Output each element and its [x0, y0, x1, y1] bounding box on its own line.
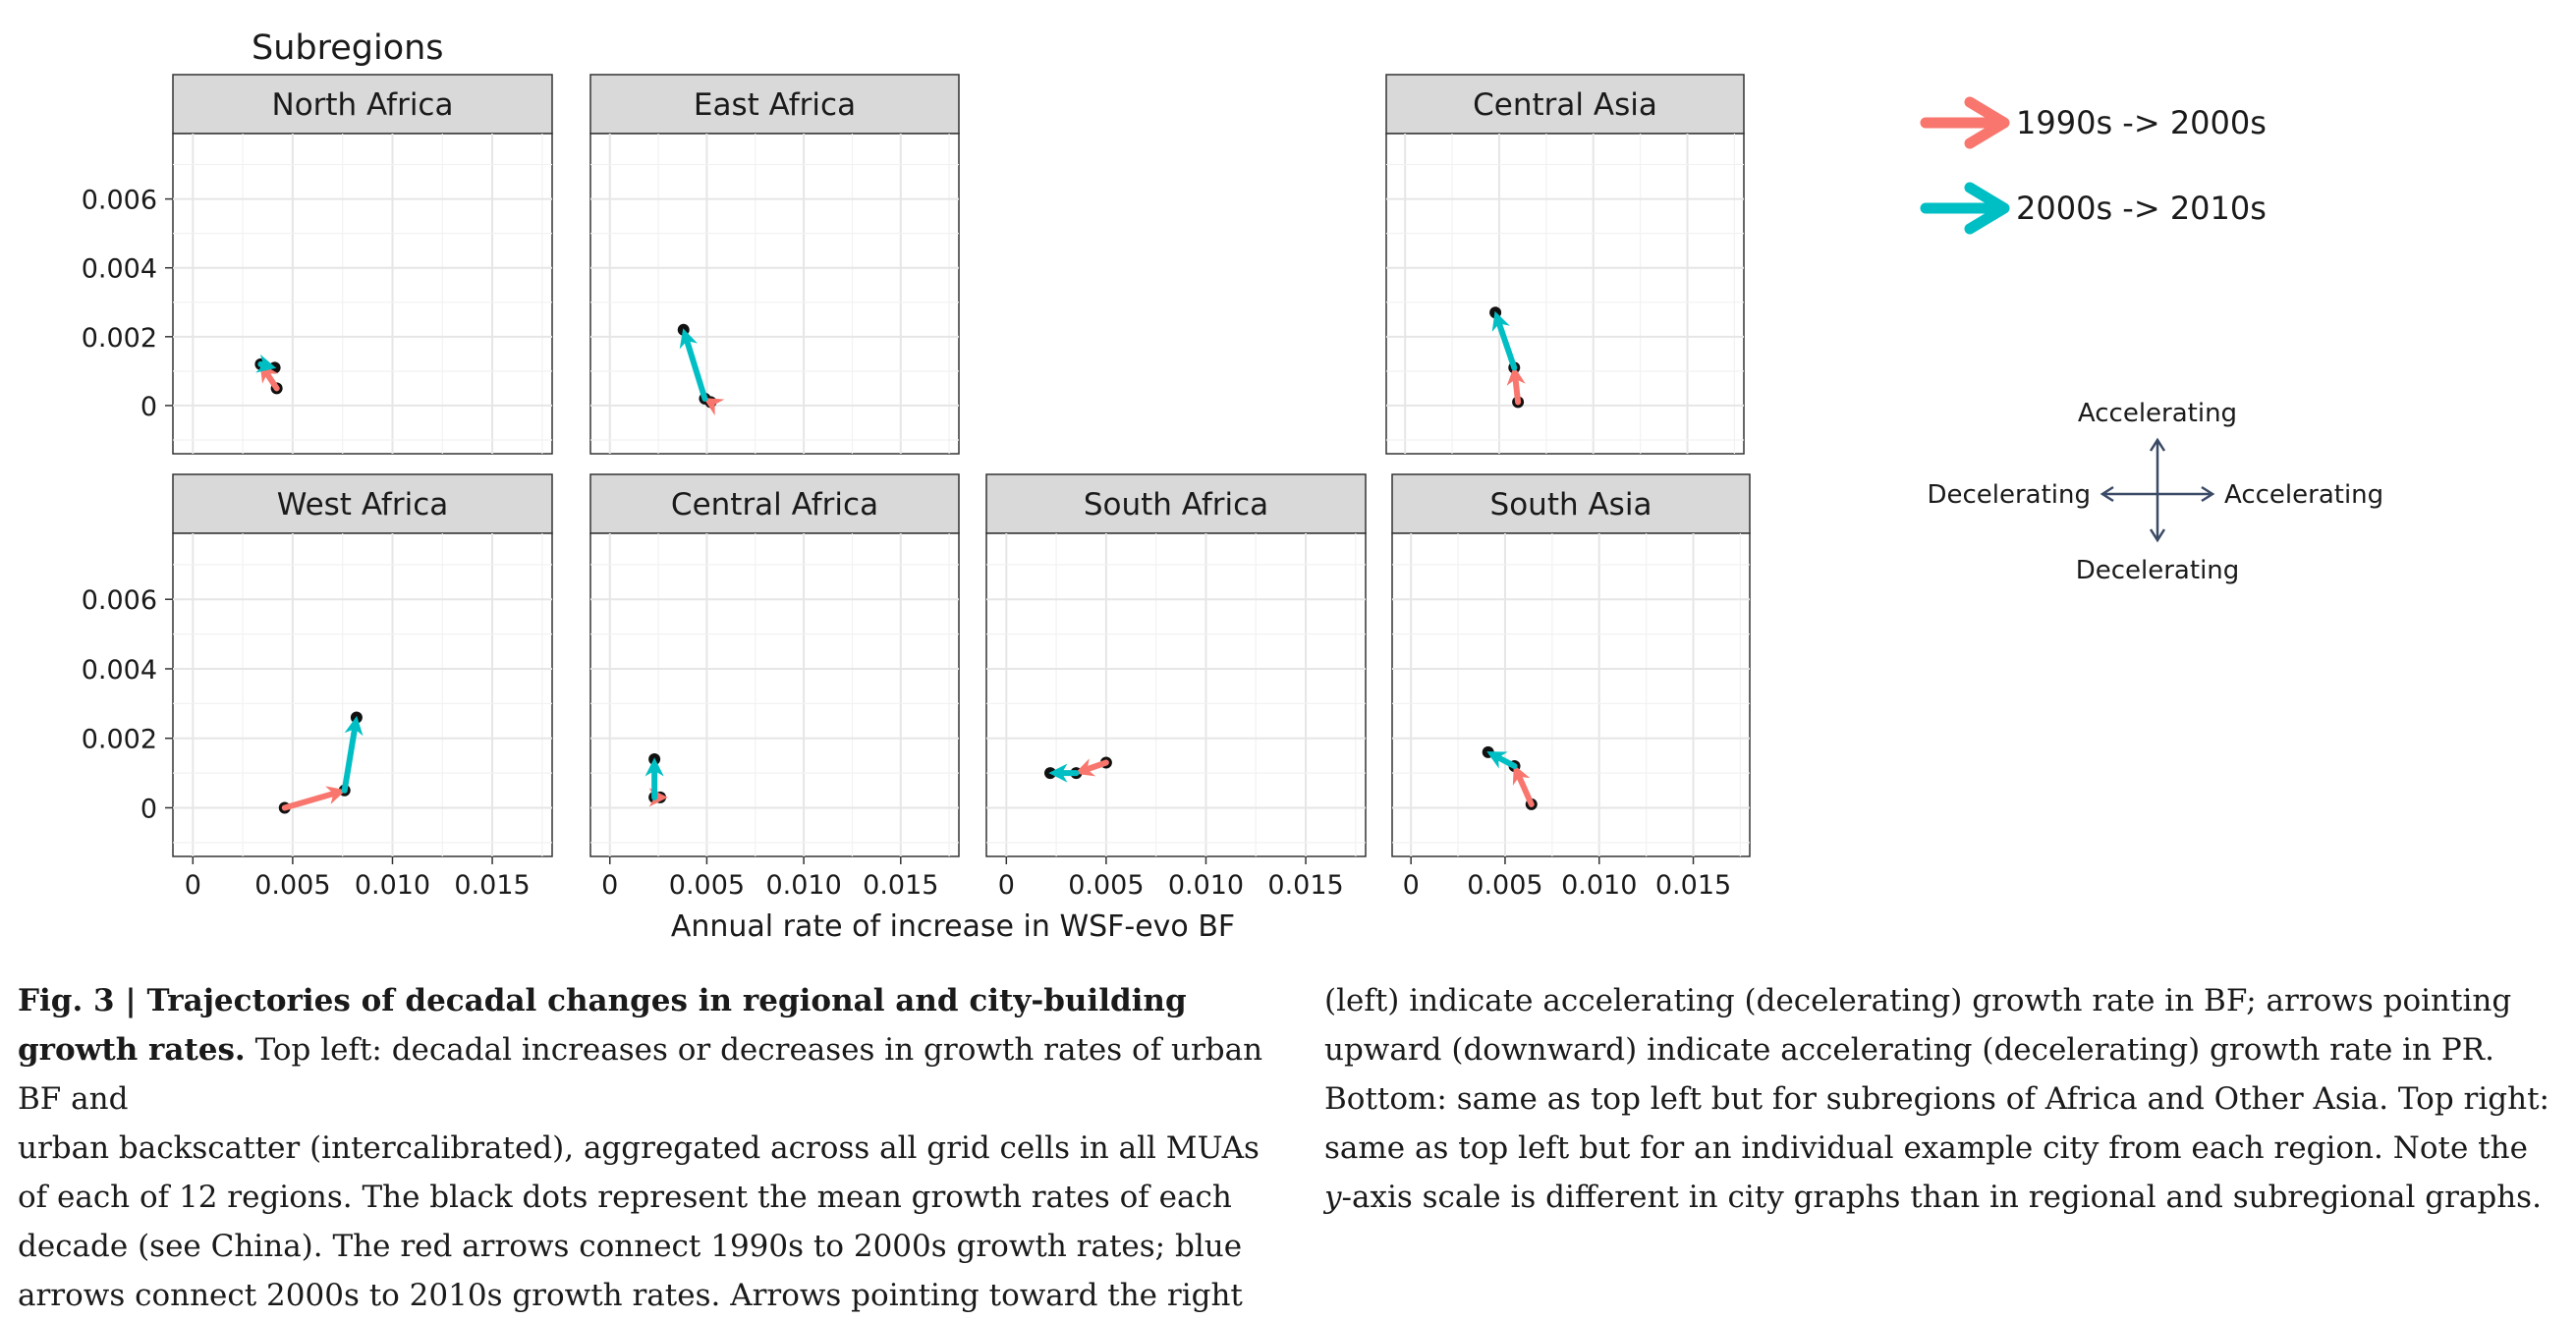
x-tick-label: 0.005: [1068, 870, 1144, 901]
legend-label-1: 1990s -> 2000s: [2016, 104, 2267, 141]
caption-line: of each of 12 regions. The black dots re…: [18, 1173, 1265, 1222]
facet-title: East Africa: [694, 87, 856, 123]
x-tick-label: 0.005: [1467, 870, 1542, 901]
caption-line: Bottom: same as top left but for subregi…: [1324, 1074, 2572, 1124]
facet-title: West Africa: [277, 487, 448, 522]
facet-title: Central Asia: [1473, 87, 1657, 123]
caption-line: urban backscatter (intercalibrated), agg…: [18, 1124, 1265, 1173]
facet-panel: Central Asia: [1386, 75, 1744, 454]
arrow-2000s-2010s: [260, 364, 268, 366]
caption-italic-y: y: [1324, 1180, 1342, 1215]
facet-panel: East Africa: [590, 75, 959, 454]
direction-compass: [2102, 440, 2212, 540]
x-tick-label: 0.010: [355, 870, 430, 901]
x-tick-label: 0.015: [1655, 870, 1731, 901]
facet-panel: North Africa 0 0.002 0.004 0.006: [82, 75, 552, 454]
facet-panel: West Africa 0 0.002 0.004 0.006 0 0.005 0.010 0.…: [82, 474, 552, 901]
x-axis-label: Annual rate of increase in WSF-evo BF: [671, 909, 1235, 943]
facet-title: South Asia: [1490, 487, 1652, 522]
legend: 1990s -> 2000s 2000s -> 2010s: [1926, 102, 2267, 229]
figure-page: Subregions North Africa 0 0.002 0.004 0.006 E…: [0, 0, 2576, 1268]
facet-panel: Central Africa 0 0.005 0.010 0.015: [590, 474, 959, 901]
compass-up-label: Accelerating: [2078, 399, 2237, 428]
caption-left-column: Fig. 3 | Trajectories of decadal changes…: [18, 976, 1265, 1320]
facet-panel: South Asia 0 0.005 0.010 0.015: [1392, 474, 1750, 901]
y-tick-label: 0.002: [82, 725, 157, 755]
y-tick-label: 0.004: [82, 254, 157, 285]
y-tick-label: 0.006: [82, 186, 157, 216]
caption-text: -axis scale is different in city graphs …: [1342, 1180, 2542, 1215]
x-tick-label: 0: [601, 870, 618, 901]
x-tick-label: 0.015: [863, 870, 938, 901]
faceted-scatter-figure: Subregions North Africa 0 0.002 0.004 0.006 E…: [0, 0, 2576, 943]
x-tick-label: 0.010: [1561, 870, 1637, 901]
compass-down-label: Decelerating: [2076, 556, 2240, 585]
y-tick-label: 0: [140, 794, 157, 824]
compass-left-label: Decelerating: [1927, 480, 2091, 510]
y-tick-label: 0.002: [82, 323, 157, 354]
x-tick-label: 0.015: [1267, 870, 1343, 901]
y-tick-label: 0: [140, 392, 157, 422]
y-tick-label: 0.006: [82, 585, 157, 616]
x-tick-label: 0.015: [454, 870, 530, 901]
x-tick-label: 0.010: [765, 870, 841, 901]
x-tick-label: 0: [1403, 870, 1420, 901]
caption-line: Fig. 3 | Trajectories of decadal changes…: [18, 976, 1265, 1124]
x-tick-label: 0.010: [1168, 870, 1244, 901]
caption-line: arrows connect 2000s to 2010s growth rat…: [18, 1271, 1265, 1320]
facet-title: South Africa: [1084, 487, 1268, 522]
caption-line: (left) indicate accelerating (decelerati…: [1324, 976, 2572, 1025]
caption-right-column: (left) indicate accelerating (decelerati…: [1324, 976, 2572, 1222]
facet-title: North Africa: [272, 87, 454, 123]
x-tick-label: 0: [998, 870, 1015, 901]
arrow-1990s-2000s: [1515, 373, 1518, 402]
section-title: Subregions: [252, 28, 444, 68]
caption-line: same as top left but for an individual e…: [1324, 1124, 2572, 1173]
y-tick-label: 0.004: [82, 655, 157, 686]
facet-panel: South Africa 0 0.005 0.010 0.015: [986, 474, 1366, 901]
facet-panels: North Africa 0 0.002 0.004 0.006 East Africa C…: [82, 75, 1750, 901]
caption-line: decade (see China). The red arrows conne…: [18, 1222, 1265, 1271]
legend-label-2: 2000s -> 2010s: [2016, 190, 2267, 227]
x-tick-label: 0.005: [254, 870, 330, 901]
compass-right-label: Accelerating: [2224, 480, 2383, 510]
x-tick-label: 0.005: [669, 870, 745, 901]
caption-line: upward (downward) indicate accelerating …: [1324, 1025, 2572, 1074]
caption-line: y-axis scale is different in city graphs…: [1324, 1173, 2572, 1222]
facet-title: Central Africa: [671, 487, 878, 522]
x-tick-label: 0: [185, 870, 201, 901]
